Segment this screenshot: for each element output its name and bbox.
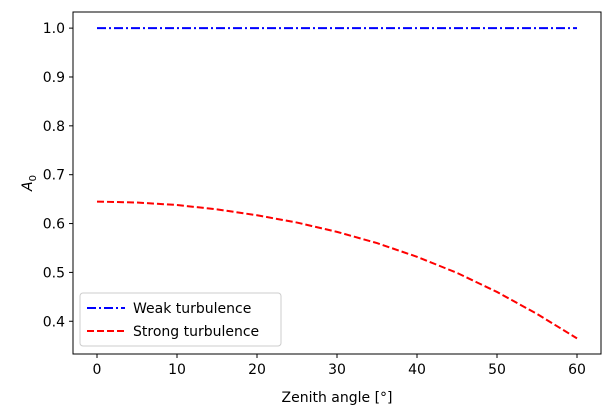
y-tick-label: 0.4 — [43, 314, 65, 330]
x-tick-label: 10 — [168, 362, 186, 378]
y-tick-label: 0.9 — [43, 70, 65, 86]
legend-label-weak-turbulence: Weak turbulence — [133, 301, 251, 317]
y-tick-label: 0.6 — [43, 217, 65, 233]
y-tick-label: 1.0 — [43, 21, 65, 37]
y-axis-label: A0 — [20, 175, 39, 192]
y-axis-label-subscript: 0 — [28, 175, 39, 181]
x-tick-label: 50 — [488, 362, 506, 378]
y-axis-ticks: 0.4 0.5 0.6 0.7 0.8 0.9 1.0 — [43, 21, 73, 330]
x-tick-label: 30 — [328, 362, 346, 378]
legend-box — [79, 292, 282, 347]
x-axis-label: Zenith angle [°] — [282, 390, 393, 406]
legend: Weak turbulence Strong turbulence — [79, 292, 282, 347]
y-tick-label: 0.5 — [43, 265, 65, 281]
series-line-strong-turbulence — [96, 200, 578, 340]
x-axis-ticks: 0 10 20 30 40 50 60 — [93, 354, 586, 378]
x-tick-label: 0 — [93, 362, 102, 378]
x-tick-label: 40 — [408, 362, 426, 378]
legend-label-strong-turbulence: Strong turbulence — [133, 324, 259, 340]
y-tick-label: 0.7 — [43, 168, 65, 184]
y-axis-label-base: A — [20, 181, 36, 192]
x-tick-label: 60 — [568, 362, 586, 378]
y-tick-label: 0.8 — [43, 119, 65, 135]
x-tick-label: 20 — [248, 362, 266, 378]
series-layer — [96, 27, 578, 340]
